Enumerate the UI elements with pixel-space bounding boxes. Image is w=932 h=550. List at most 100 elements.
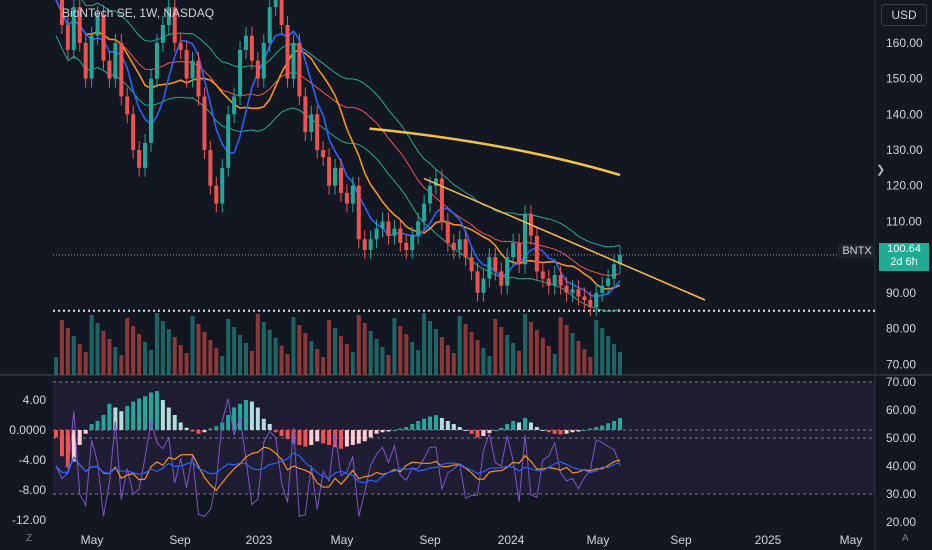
- macd-histogram-bar: [552, 430, 557, 434]
- macd-histogram-bar: [618, 418, 622, 430]
- volume-bar: [148, 350, 153, 375]
- volume-bar: [291, 317, 296, 375]
- candle-body: [285, 25, 290, 79]
- macd-histogram-bar: [487, 430, 492, 433]
- volume-bar: [255, 314, 260, 375]
- candle-body: [493, 257, 498, 272]
- volume-bar: [89, 315, 94, 375]
- currency-button[interactable]: USD: [881, 4, 927, 26]
- symbol-tag: BNTX: [838, 244, 876, 258]
- volume-bar: [546, 346, 551, 375]
- volume-bar: [517, 351, 522, 375]
- volume-bar: [267, 330, 272, 375]
- candle-body: [95, 14, 100, 36]
- candle-body: [475, 271, 480, 293]
- macd-histogram-bar: [303, 430, 308, 447]
- macd-histogram-bar: [528, 422, 533, 430]
- macd-histogram-bar: [338, 430, 343, 449]
- price-axis-tick: 150.00: [886, 72, 923, 86]
- macd-axis-tick: -12.00: [12, 513, 46, 527]
- volume-bar: [368, 331, 373, 375]
- macd-histogram-bar: [125, 406, 130, 430]
- macd-histogram-bar: [54, 430, 58, 438]
- candle-body: [184, 50, 189, 79]
- volume-bar: [618, 352, 622, 375]
- candle-body: [534, 235, 539, 272]
- macd-histogram-bar: [534, 427, 539, 430]
- volume-bar: [445, 345, 450, 375]
- macd-histogram-bar: [166, 407, 171, 430]
- volume-bar: [154, 313, 159, 375]
- macd-histogram-bar: [143, 396, 148, 430]
- macd-histogram-bar: [404, 427, 409, 430]
- macd-histogram-bar: [107, 403, 112, 430]
- corner-right-label[interactable]: A: [902, 533, 909, 544]
- volume-bar: [463, 324, 468, 375]
- macd-histogram-bar: [279, 430, 284, 436]
- macd-histogram-bar: [380, 430, 385, 433]
- macd-histogram-bar: [315, 430, 320, 442]
- candle-body: [143, 142, 148, 168]
- volume-bar: [439, 337, 444, 375]
- volume-bar: [95, 323, 100, 375]
- macd-histogram-bar: [451, 424, 456, 430]
- macd-histogram-bar: [238, 403, 243, 430]
- volume-bar: [600, 328, 605, 375]
- macd-histogram-bar: [511, 421, 516, 430]
- volume-bar: [309, 341, 314, 375]
- volume-bar: [487, 356, 492, 375]
- rsi-ma-line: [55, 446, 621, 492]
- candle-body: [267, 7, 272, 43]
- candle-body: [540, 271, 545, 279]
- price-axis-tick: 110.00: [886, 214, 922, 228]
- volume-bar: [558, 317, 563, 375]
- candle-body: [428, 185, 433, 204]
- candle-body: [243, 35, 248, 50]
- chart-title: BioNTech SE, 1W, NASDAQ: [62, 6, 215, 20]
- macd-histogram-bar: [606, 423, 611, 430]
- macd-histogram-bar: [101, 415, 106, 430]
- candle-body: [344, 192, 349, 204]
- volume-bar: [582, 349, 587, 375]
- candle-body: [238, 50, 243, 97]
- macd-histogram-bar: [612, 421, 617, 430]
- candle-body: [232, 96, 237, 115]
- volume-bar: [131, 326, 136, 375]
- macd-histogram-bar: [505, 424, 510, 430]
- volume-bar: [606, 336, 611, 375]
- candle-body: [523, 214, 528, 265]
- candle-body: [552, 275, 557, 286]
- price-axis-tick: 130.00: [886, 143, 923, 157]
- macd-histogram-bar: [95, 421, 100, 430]
- macd-histogram-bar: [546, 430, 551, 433]
- volume-bar: [196, 324, 201, 375]
- volume-bar: [594, 320, 599, 375]
- volume-bar: [386, 355, 391, 375]
- volume-bar: [588, 357, 593, 375]
- macd-axis-tick: -8.00: [19, 483, 47, 497]
- time-axis-label: May: [840, 533, 863, 547]
- macd-histogram-bar: [327, 430, 332, 445]
- rsi-axis-tick: 20.00: [886, 515, 916, 529]
- candle-body: [457, 239, 462, 250]
- candle-body: [576, 289, 581, 297]
- candle-body: [469, 257, 474, 272]
- macd-histogram-bar: [285, 430, 290, 439]
- scroll-right-icon[interactable]: ❯: [876, 164, 886, 176]
- candle-body: [439, 178, 444, 222]
- corner-left-label[interactable]: Z: [26, 533, 33, 544]
- candle-body: [220, 167, 225, 204]
- volume-bar: [564, 325, 569, 375]
- candle-body: [125, 96, 130, 115]
- macd-histogram-bar: [321, 430, 326, 444]
- volume-bar: [178, 345, 183, 375]
- macd-histogram-bar: [160, 400, 165, 430]
- macd-histogram-bar: [481, 430, 486, 436]
- candle-body: [487, 257, 492, 279]
- candle-body: [255, 60, 260, 79]
- volume-bar: [279, 346, 284, 375]
- candle-body: [297, 42, 302, 97]
- volume-bar: [410, 342, 415, 375]
- candle-body: [315, 114, 320, 150]
